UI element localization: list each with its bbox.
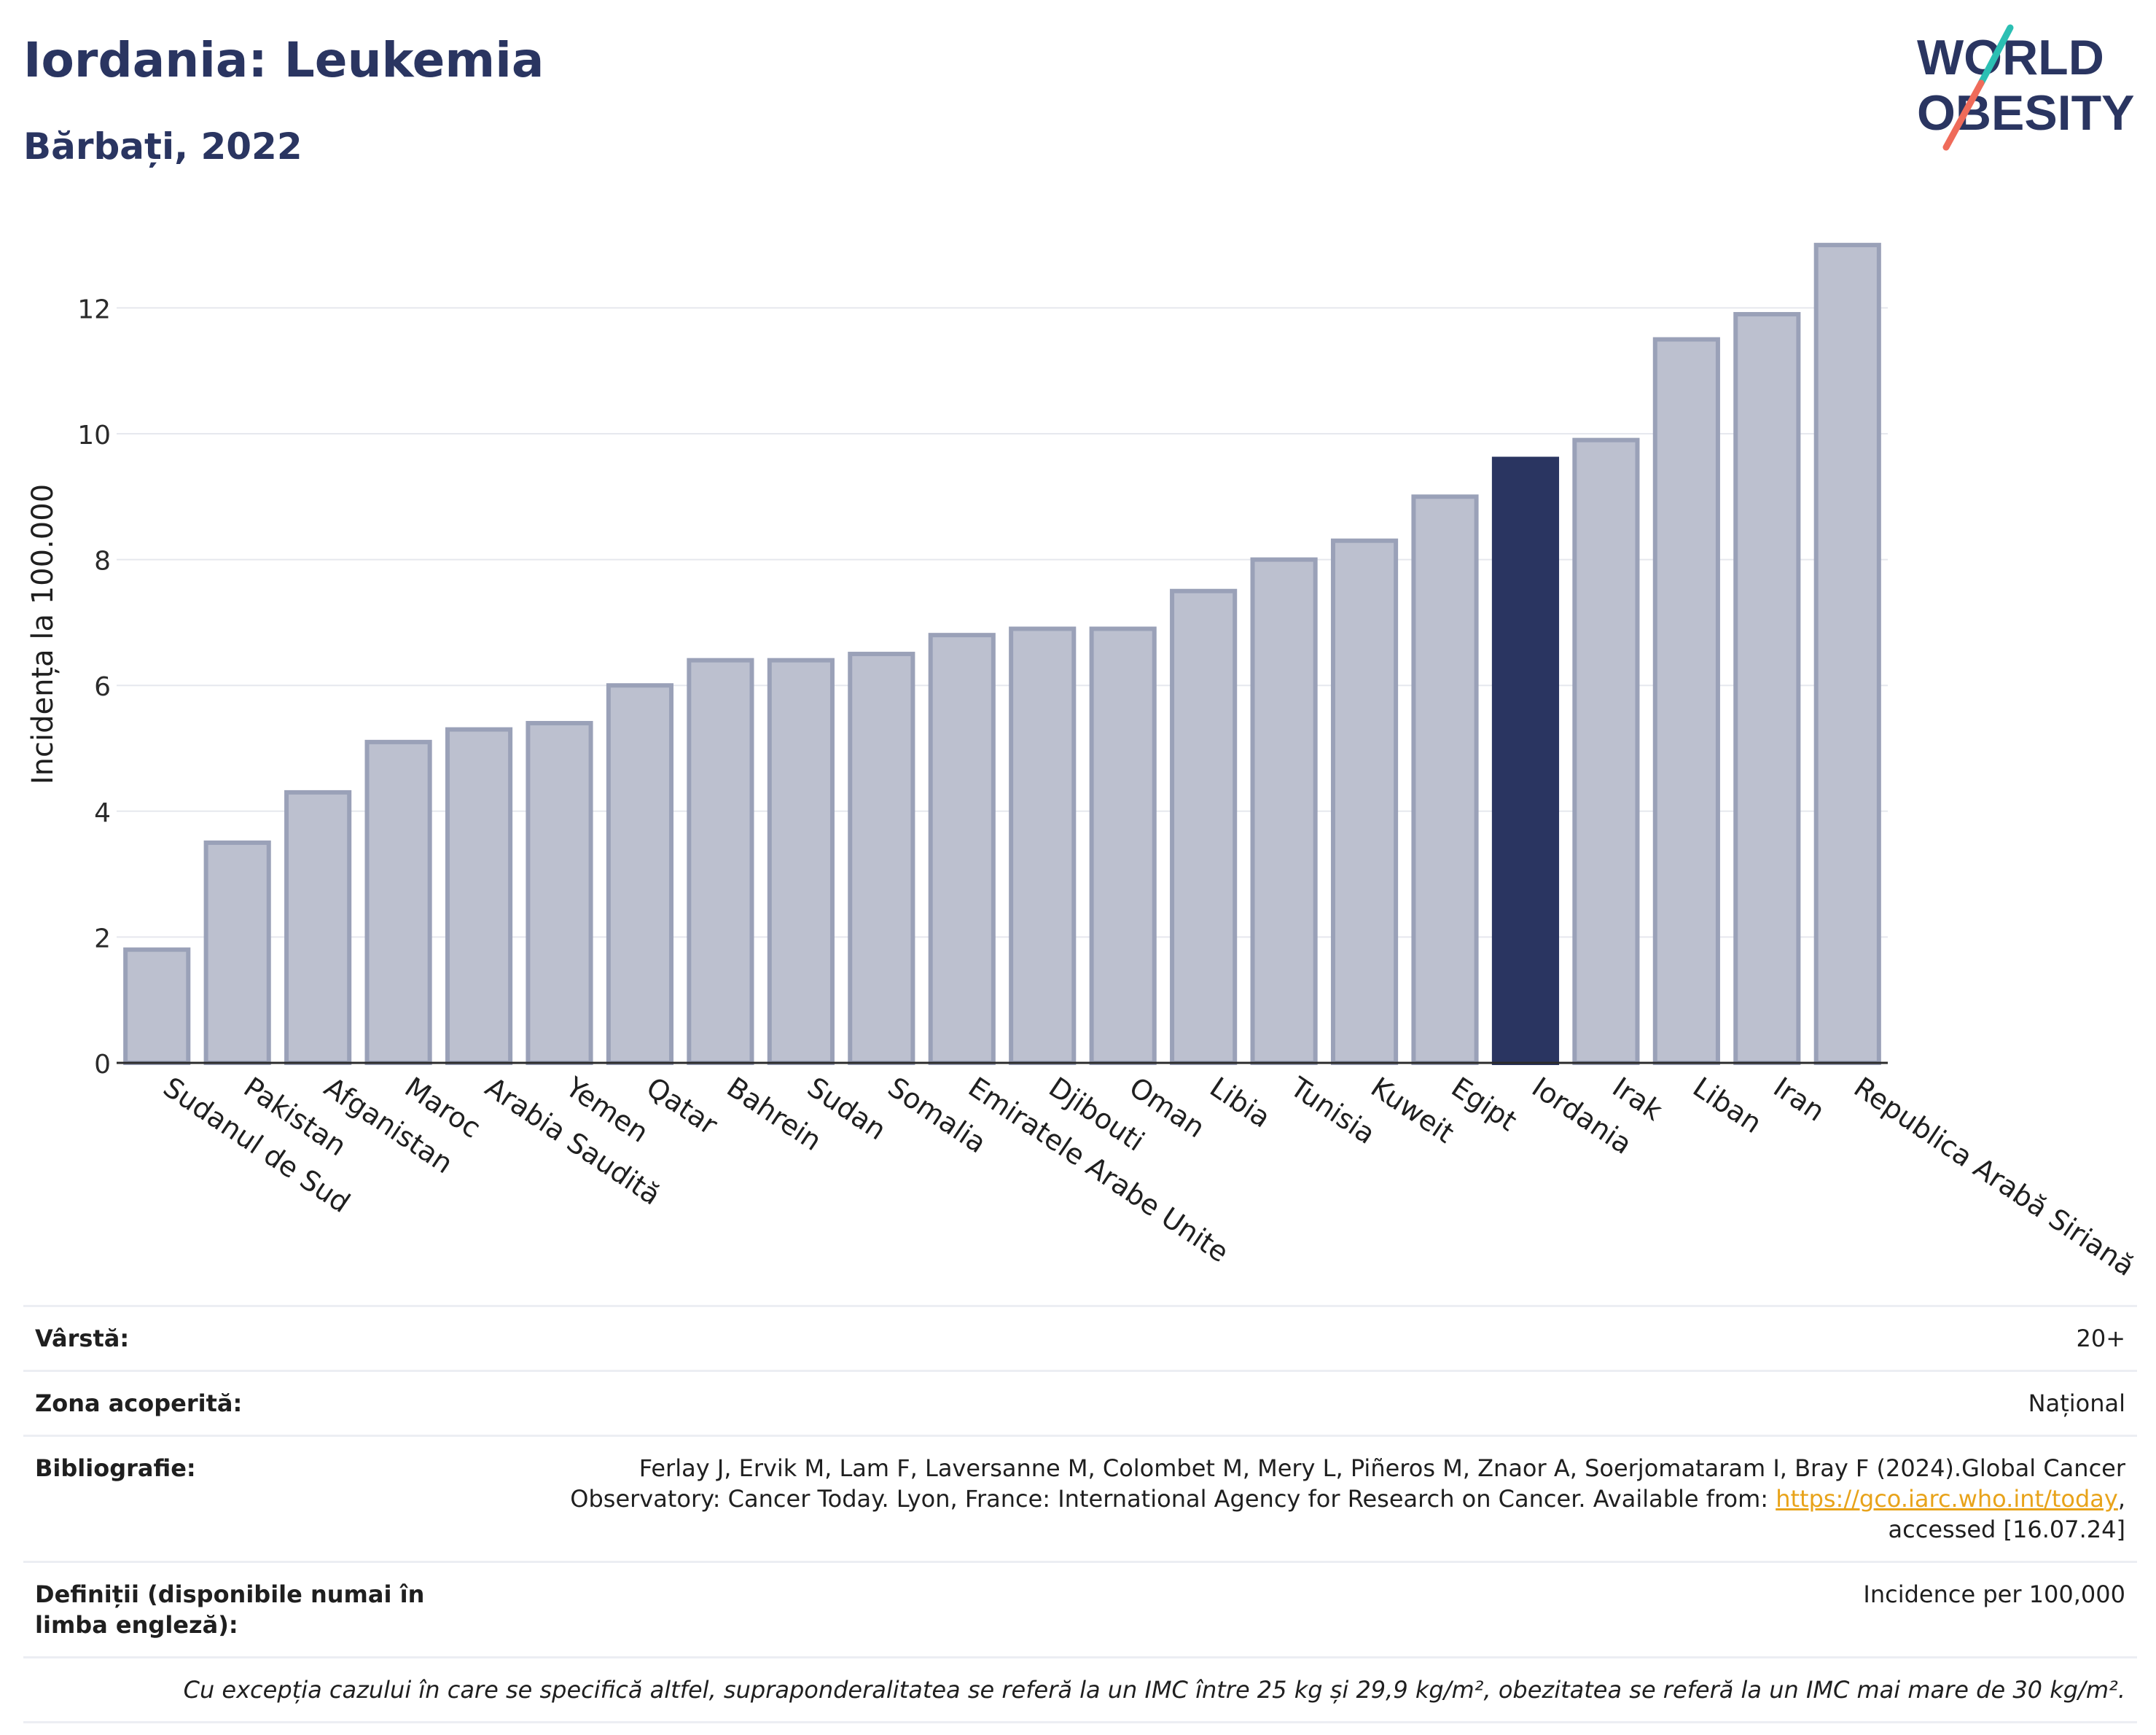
world-obesity-logo[interactable]: WORLD OBESITY [1895,22,2136,153]
y-tick-label: 10 [77,421,111,451]
footnote: Cu excepția cazului în care se specifică… [183,1676,2125,1704]
x-tick-label: Egipt [1445,1071,1523,1137]
bar-bahrein[interactable] [687,658,754,1065]
bar-qatar[interactable] [606,683,674,1065]
definitions-value: Incidence per 100,000 [1863,1580,2125,1608]
definitions-label: Definiții (disponibile numai în limba en… [35,1580,425,1639]
bibliography-text: Ferlay J, Ervik M, Lam F, Laversanne M, … [570,1454,2125,1513]
meta-row-age: Vârstă: 20+ [23,1306,2137,1371]
y-tick-label: 2 [94,924,111,954]
y-tick-label: 12 [77,295,111,324]
y-tick-label: 4 [94,798,111,828]
bar-djibouti[interactable] [1009,626,1077,1065]
bar-libia[interactable] [1170,588,1238,1065]
y-axis-label: Incidența la 100.000 [26,484,60,784]
age-value: 20+ [2076,1325,2125,1352]
bar-tunisia[interactable] [1250,557,1318,1066]
logo-line-1: WORLD [1917,30,2104,85]
bar-somalia[interactable] [848,652,915,1065]
meta-row-bibliography: Bibliografie: Ferlay J, Ervik M, Lam F, … [23,1435,2137,1562]
x-tick-label: Libia [1204,1071,1276,1134]
bar-kuweit[interactable] [1330,538,1399,1065]
logo-line-2: OBESITY [1917,85,2135,141]
bar-sudan[interactable] [767,658,835,1065]
area-label: Zona acoperită: [35,1389,243,1417]
bibliography-label: Bibliografie: [35,1454,196,1482]
metadata-table: Vârstă: 20+ Zona acoperită: Național Bib… [23,1305,2137,1723]
y-tick-label: 8 [94,547,111,577]
bar-iordania[interactable] [1491,456,1560,1065]
x-tick-label: Iran [1768,1071,1830,1128]
chart-title: Iordania: Leukemia [23,32,544,88]
meta-row-definitions: Definiții (disponibile numai în limba en… [23,1562,2137,1658]
x-axis-ticks: Sudanul de SudPakistanAfganistanMarocAra… [157,1070,2140,1282]
bar-maroc[interactable] [364,739,432,1065]
bar-arabia-saudită[interactable] [445,727,513,1065]
bar-emiratele-arabe-unite[interactable] [928,633,996,1065]
logo-slash-coral [1942,79,1985,151]
x-tick-label: Kuweit [1365,1071,1460,1150]
bar-chart: 0 2 4 6 8 10 12 Sudanul de SudPakistanAfganist… [26,243,2140,1282]
y-tick-label: 0 [94,1050,111,1080]
x-tick-label: Republica Arabă Siriană [1848,1071,2141,1282]
bar-yemen[interactable] [526,720,593,1065]
bar-irak[interactable] [1572,437,1640,1065]
bar-egipt[interactable] [1411,494,1479,1065]
bibliography-tail: , accessed [16.07.24] [1888,1485,2125,1543]
bars [123,243,1881,1066]
x-tick-label: Tunisia [1284,1070,1381,1150]
bibliography-link[interactable]: https://gco.iarc.who.int/today [1776,1485,2118,1513]
bar-afganistan[interactable] [284,789,352,1065]
bar-republica-arabă-siriană[interactable] [1813,243,1881,1066]
logo-slash-teal [1977,24,2014,87]
bar-liban[interactable] [1652,337,1720,1066]
bar-pakistan[interactable] [203,840,271,1065]
x-tick-label: Liban [1687,1071,1768,1139]
age-label: Vârstă: [35,1325,130,1352]
bar-sudanul-de-sud[interactable] [123,947,191,1066]
bar-iran[interactable] [1733,312,1801,1065]
x-tick-label: Qatar [641,1071,724,1142]
area-value: Național [2028,1389,2125,1417]
y-tick-label: 6 [94,672,111,702]
meta-row-area: Zona acoperită: Național [23,1371,2137,1436]
chart-subtitle: Bărbați, 2022 [23,125,302,168]
meta-row-note: Cu excepția cazului în care se specifică… [23,1657,2137,1723]
bibliography-value: Ferlay J, Ervik M, Lam F, Laversanne M, … [513,1436,2137,1562]
bar-oman[interactable] [1089,626,1157,1065]
y-axis-ticks: 0 2 4 6 8 10 12 [77,295,111,1080]
